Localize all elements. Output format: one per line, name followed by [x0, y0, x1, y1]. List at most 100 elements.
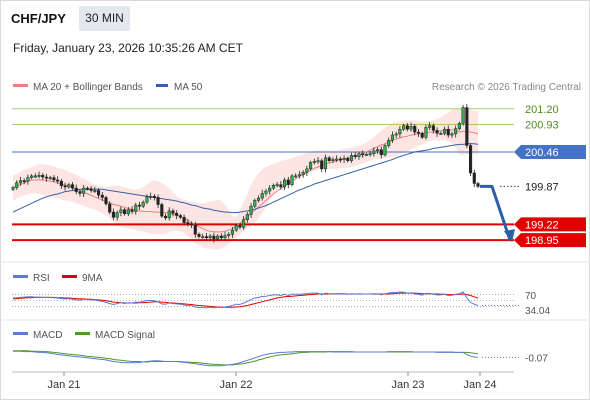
- candle-body: [70, 184, 75, 189]
- candle: [219, 233, 223, 240]
- candle-body: [160, 204, 164, 217]
- candle: [152, 194, 156, 201]
- x-tick-label: Jan 21: [47, 379, 80, 391]
- candle: [309, 160, 313, 171]
- x-tick-label: Jan 23: [391, 379, 424, 391]
- candle-body: [297, 174, 301, 177]
- candle-body: [104, 197, 108, 205]
- candle-body: [290, 175, 294, 185]
- macd-pane: -0.07: [13, 350, 548, 367]
- candle: [416, 128, 421, 137]
- candle-body: [52, 177, 56, 181]
- candle: [104, 195, 108, 206]
- candle-body: [454, 128, 458, 135]
- candle: [130, 206, 134, 215]
- rsi-legend-label: RSI: [33, 273, 50, 284]
- candle-body: [41, 175, 45, 178]
- candle: [97, 188, 101, 199]
- candle: [435, 127, 439, 137]
- candle-body: [223, 235, 227, 238]
- candle-body: [346, 158, 350, 161]
- candle-body: [394, 133, 398, 136]
- candle: [41, 173, 45, 181]
- candle-body: [431, 125, 435, 131]
- candle: [82, 184, 86, 198]
- rsi-ma-line: [12, 292, 479, 308]
- candle: [465, 103, 469, 149]
- rsi-line: [12, 291, 479, 309]
- candle: [264, 188, 268, 197]
- candle: [44, 173, 49, 182]
- price-tag-bg: [514, 144, 586, 159]
- candle: [15, 180, 19, 190]
- candle: [89, 186, 93, 193]
- candle-body: [323, 157, 328, 170]
- candle: [275, 181, 279, 188]
- candle-body: [97, 190, 101, 196]
- candle: [63, 182, 67, 191]
- candle-body: [33, 175, 37, 178]
- candle-body: [461, 107, 465, 124]
- candle: [413, 124, 417, 136]
- candle-body: [376, 149, 380, 152]
- candle-body: [89, 188, 93, 191]
- candle: [242, 216, 246, 230]
- candle-body: [197, 233, 201, 237]
- ma20-legend-label: MA 20 + Bollinger Bands: [33, 82, 143, 93]
- candle: [290, 174, 294, 187]
- candle: [297, 171, 301, 179]
- macd-legend: MACD MACD Signal: [13, 330, 155, 341]
- research-credit: Research © 2026 Trading Central: [432, 82, 581, 93]
- candle: [409, 122, 413, 132]
- candle: [245, 212, 249, 223]
- candle: [316, 157, 320, 164]
- candle-body: [402, 125, 406, 130]
- candle-body: [342, 158, 346, 160]
- macd-signal-legend-swatch: [75, 332, 90, 335]
- candle-body: [398, 128, 402, 135]
- candle-body: [349, 155, 354, 161]
- candle-body: [63, 185, 67, 188]
- candle: [115, 210, 119, 221]
- candle: [30, 174, 34, 180]
- candle-body: [208, 235, 212, 238]
- ma20-legend-swatch: [13, 84, 28, 87]
- candle: [361, 150, 365, 158]
- candle: [18, 176, 22, 186]
- timestamp: Friday, January 23, 2026 10:35:26 AM CET: [13, 41, 243, 55]
- candle-body: [145, 196, 149, 203]
- candle-body: [115, 212, 119, 218]
- macd-legend-swatch: [13, 332, 28, 335]
- candle-body: [216, 235, 220, 240]
- candle-body: [361, 153, 365, 156]
- candle-body: [442, 128, 447, 134]
- candle-body: [11, 187, 15, 190]
- candle: [190, 221, 194, 229]
- candle-body: [338, 158, 342, 161]
- candle: [208, 233, 212, 241]
- candle: [260, 189, 264, 201]
- candle-body: [256, 197, 261, 201]
- candle-body: [234, 225, 238, 231]
- candle: [431, 123, 435, 134]
- ma20-line: [12, 129, 479, 233]
- candle-body: [156, 197, 160, 205]
- forecast-arrow: [480, 184, 515, 243]
- price-tag-last: 199.87: [500, 181, 559, 193]
- candle-body: [372, 150, 376, 154]
- candle: [234, 223, 238, 232]
- candle-body: [335, 158, 339, 161]
- candle-body: [230, 229, 235, 235]
- candle-body: [123, 209, 127, 215]
- candle-body: [383, 145, 387, 156]
- candle-body: [78, 191, 82, 194]
- candle: [156, 194, 160, 209]
- candle-body: [137, 204, 142, 207]
- timeframe-button[interactable]: 30 MIN: [79, 6, 130, 31]
- macd-value-label: -0.07: [525, 353, 548, 364]
- candle-body: [175, 212, 179, 216]
- candle: [405, 122, 409, 132]
- candle: [26, 174, 30, 185]
- candle: [178, 213, 182, 220]
- price-tag-label: 199.87: [525, 181, 559, 193]
